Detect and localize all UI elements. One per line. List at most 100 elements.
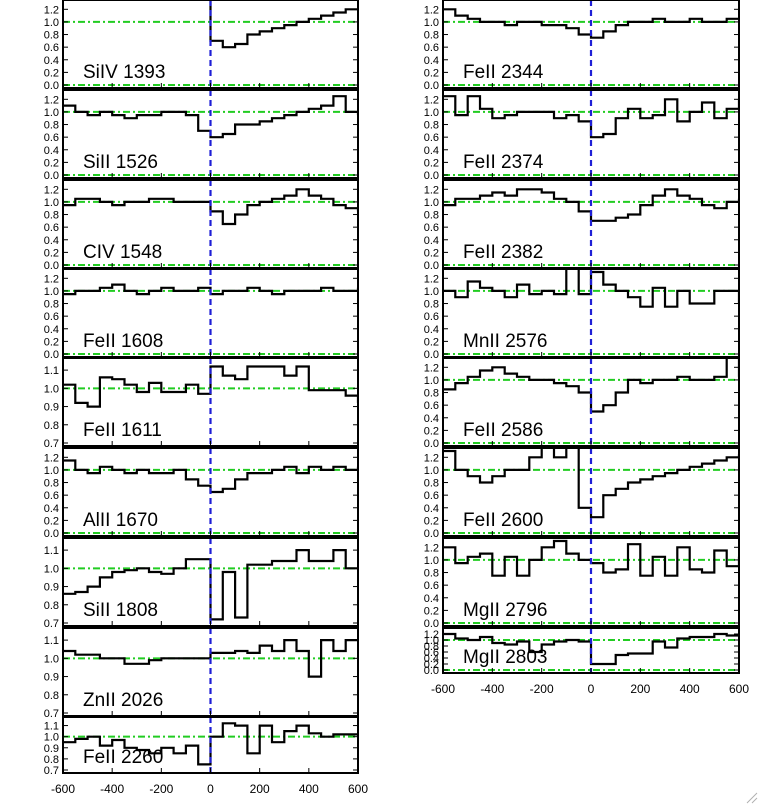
y-tick-label: 0.4: [424, 324, 439, 336]
flux-spectrum-series: [63, 365, 358, 408]
y-tick-label: 0.0: [44, 349, 59, 361]
ion-transition-label: SiII 1526: [83, 152, 158, 173]
y-tick-label: 1.0: [44, 563, 59, 575]
flux-spectrum-series: [63, 283, 358, 296]
flux-spectrum-series: [443, 95, 739, 139]
ion-transition-label: FeII 2374: [463, 152, 544, 173]
spectrum-panel: 0.00.20.40.60.81.01.2 FeII 1608: [44, 268, 359, 361]
y-tick-label: 0.8: [424, 388, 439, 400]
right-velocity-axis: -600 -400 -200 0 200 400 600: [431, 682, 749, 696]
y-tick-label: 0.8: [424, 299, 439, 311]
y-tick-label: 0.4: [424, 503, 439, 515]
y-tick-label: 0.8: [44, 30, 59, 42]
spectrum-panel: 0.00.20.40.60.81.01.2 FeII 2374: [424, 89, 740, 182]
y-tick-label: 0.9: [44, 672, 59, 684]
y-tick-label: 0.9: [44, 743, 59, 755]
spectrum-panel: 0.00.20.40.60.81.01.2 MgII 2796: [424, 537, 740, 630]
y-tick-label: 1.1: [44, 365, 59, 377]
y-tick-label: 1.2: [44, 4, 59, 16]
x-tick-label: 200: [630, 682, 650, 696]
y-tick-label: 0.0: [44, 170, 59, 182]
flux-spectrum-series: [443, 188, 739, 222]
y-tick-label: 1.2: [424, 94, 439, 106]
flux-spectrum-series: [63, 549, 358, 621]
y-tick-label: 1.2: [424, 362, 439, 374]
ion-transition-label: ZnII 2026: [83, 690, 163, 711]
y-tick-label: 1.0: [44, 17, 59, 29]
y-tick-label: 0.2: [44, 515, 59, 527]
spectrum-panel: 0.7 0.8 0.9 1.0 1.1 SiII 1808: [44, 537, 359, 630]
y-tick-label: 0.6: [424, 132, 439, 144]
y-tick-label: 1.0: [424, 197, 439, 209]
y-tick-label: 0.8: [424, 210, 439, 222]
y-tick-label: 0.2: [424, 67, 439, 79]
y-tick-label: 0.9: [44, 402, 59, 414]
spectrum-panel: 0.7 0.8 0.9 1.0 1.1 FeII 1611: [44, 357, 359, 450]
left-velocity-axis: -600 -400 -200 0 200 400 600: [51, 782, 368, 796]
y-tick-label: 1.0: [44, 465, 59, 477]
y-tick-label: 1.0: [424, 107, 439, 119]
spectrum-panel: 0.00.20.40.60.81.01.2 MnII 2576: [424, 268, 740, 361]
flux-spectrum-series: [209, 0, 358, 49]
spectrum-panel: 0.00.20.40.60.81.01.2 SiII 1526: [44, 89, 359, 182]
x-tick-label: 400: [680, 682, 700, 696]
y-tick-label: 0.8: [44, 600, 59, 612]
y-tick-label: 1.0: [44, 286, 59, 298]
y-tick-label: 0.6: [424, 42, 439, 54]
ion-transition-label: FeII 1608: [83, 331, 163, 352]
y-tick-label: 0.6: [44, 311, 59, 323]
y-tick-label: 0.0: [44, 260, 59, 272]
spectrum-panel: 0.00.20.40.60.81.01.2 SiIV 1393: [44, 0, 359, 92]
y-tick-label: 0.2: [44, 336, 59, 348]
x-tick-label: -200: [530, 682, 554, 696]
y-tick-label: 1.0: [44, 653, 59, 665]
y-tick-label: 0.6: [424, 222, 439, 234]
x-tick-label: -600: [51, 782, 75, 796]
x-tick-label: 400: [299, 782, 319, 796]
y-tick-label: 0.8: [424, 30, 439, 42]
y-tick-label: 0.8: [44, 299, 59, 311]
spectrum-panel: 0.70.80.91.01.1 FeII 2260: [44, 716, 359, 777]
ion-transition-label: MgII 2803: [463, 647, 548, 668]
y-tick-label: 1.2: [44, 452, 59, 464]
y-tick-label: 0.4: [44, 235, 59, 247]
ion-transition-label: FeII 2344: [463, 62, 544, 83]
y-tick-label: 0.6: [44, 132, 59, 144]
y-tick-label: 0.8: [44, 210, 59, 222]
y-tick-label: 0.8: [44, 478, 59, 490]
spectrum-panel: 0.00.20.40.60.81.01.2 FeII 2600: [424, 447, 740, 540]
y-tick-label: 0.8: [44, 120, 59, 132]
y-tick-label: 1.0: [424, 635, 439, 647]
y-tick-label: 0.8: [424, 641, 439, 653]
y-tick-label: 0.2: [424, 336, 439, 348]
y-tick-label: 0.2: [424, 605, 439, 617]
y-tick-label: 0.7: [44, 708, 59, 720]
y-tick-label: 1.0: [424, 465, 439, 477]
y-tick-label: 0.6: [424, 311, 439, 323]
ion-transition-label: MnII 2576: [463, 331, 548, 352]
x-tick-label: -400: [100, 782, 124, 796]
flux-spectrum-series: [63, 188, 358, 226]
resize-grip-icon[interactable]: [746, 792, 758, 804]
ion-transition-label: AlII 1670: [83, 510, 158, 531]
y-tick-label: 0.0: [424, 665, 439, 677]
y-tick-label: 1.2: [424, 4, 439, 16]
x-tick-label: 0: [207, 782, 214, 796]
y-tick-label: 0.2: [44, 157, 59, 169]
ion-transition-label: CIV 1548: [83, 242, 162, 263]
y-tick-label: 1.2: [424, 273, 439, 285]
y-tick-label: 0.6: [44, 42, 59, 54]
y-tick-label: 0.4: [424, 653, 439, 665]
y-tick-label: 0.0: [424, 170, 439, 182]
y-tick-label: 1.2: [424, 629, 439, 641]
y-tick-label: 1.2: [424, 542, 439, 554]
y-tick-label: 0.9: [44, 582, 59, 594]
y-tick-label: 0.6: [424, 400, 439, 412]
ion-transition-label: FeII 2260: [83, 747, 163, 768]
flux-spectrum-series: [63, 639, 358, 678]
y-tick-label: 0.7: [44, 765, 59, 777]
y-tick-label: 0.8: [424, 568, 439, 580]
y-tick-label: 0.4: [424, 55, 439, 67]
